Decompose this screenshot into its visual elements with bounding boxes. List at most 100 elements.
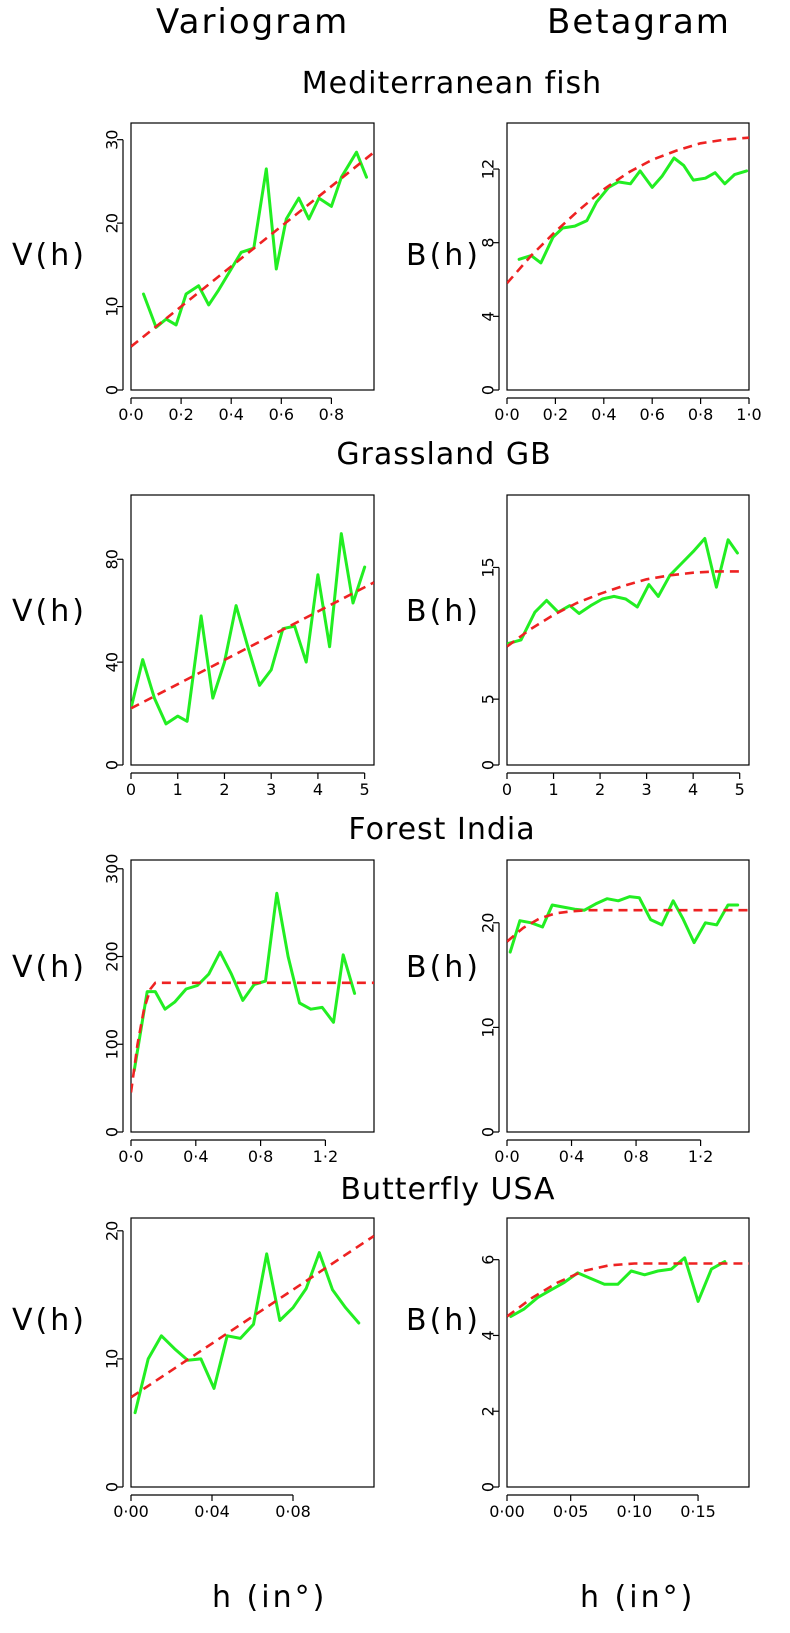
- ylabel-betagram-1: B(h): [406, 238, 482, 273]
- y-tick-label: 20: [103, 213, 122, 233]
- ylabel-betagram-4: B(h): [406, 1303, 482, 1338]
- y-tick-label: 12: [479, 159, 498, 179]
- y-tick-label: 8: [479, 238, 498, 248]
- chart-panel-5: 0·0 0·4 0·8 1·2 0 100 200 300: [103, 854, 375, 1166]
- model-fit-line: [131, 581, 374, 710]
- x-tick-label: 2: [595, 780, 605, 799]
- x-tick-label: 0·05: [553, 1502, 589, 1521]
- x-tick-label: 0·8: [623, 1147, 648, 1166]
- ylabel-betagram-2: B(h): [406, 594, 482, 629]
- y-tick-label: 20: [103, 1221, 122, 1241]
- x-tick-label: 0·4: [218, 405, 243, 424]
- y-tick-label: 5: [479, 694, 498, 704]
- x-tick-label: 5: [735, 780, 745, 799]
- x-tick-label: 0·4: [559, 1147, 584, 1166]
- row-title-mediterranean-fish: Mediterranean fish: [301, 66, 603, 101]
- model-fit-line: [507, 908, 749, 943]
- x-tick-label: 0·4: [591, 405, 616, 424]
- y-tick-label: 0: [103, 385, 122, 395]
- y-tick-label: 15: [479, 557, 498, 577]
- y-tick-label: 40: [103, 652, 122, 672]
- x-tick-label: 3: [642, 780, 652, 799]
- x-tick-label: 0·08: [275, 1502, 311, 1521]
- xlabel-variogram: h (in°): [212, 1580, 328, 1615]
- chart-panel-2: 0·0 0·2 0·4 0·6 0·8 1·0 0 4 8 12: [479, 122, 762, 424]
- column-header-variogram: Variogram: [156, 2, 350, 42]
- x-tick-label: 4: [313, 780, 323, 799]
- x-tick-label: 0·10: [617, 1502, 653, 1521]
- y-tick-label: 0: [103, 760, 122, 770]
- model-fit-line: [507, 1262, 749, 1318]
- chart-panel-7: 0·00 0·04 0·08 0 10 20: [103, 1217, 375, 1521]
- y-tick-label: 6: [479, 1255, 498, 1265]
- x-tick-label: 1·2: [688, 1147, 713, 1166]
- y-tick-label: 0: [103, 1482, 122, 1492]
- x-tick-label: 0·04: [194, 1502, 230, 1521]
- x-tick-label: 4: [688, 780, 698, 799]
- x-tick-label: 0·2: [168, 405, 193, 424]
- y-tick-label: 10: [103, 1349, 122, 1369]
- y-tick-label: 2: [479, 1406, 498, 1416]
- column-header-betagram: Betagram: [547, 2, 731, 42]
- plot-frame: [130, 494, 375, 766]
- y-tick-label: 0: [103, 1127, 122, 1137]
- ylabel-variogram-3: V(h): [12, 950, 87, 985]
- x-tick-label: 1·0: [736, 405, 761, 424]
- plot-frame: [506, 1217, 750, 1488]
- empirical-line: [517, 156, 749, 265]
- y-tick-label: 4: [479, 1330, 498, 1340]
- ylabel-variogram-2: V(h): [12, 594, 87, 629]
- empirical-line: [133, 1251, 361, 1415]
- empirical-line: [142, 150, 368, 329]
- y-tick-label: 0: [479, 1482, 498, 1492]
- x-tick-label: 1·2: [313, 1147, 338, 1166]
- y-tick-label: 20: [479, 913, 498, 933]
- y-tick-label: 200: [103, 941, 122, 972]
- x-tick-label: 0·00: [113, 1502, 149, 1521]
- y-tick-label: 10: [479, 1017, 498, 1037]
- model-fit-line: [507, 136, 749, 285]
- empirical-line: [131, 532, 367, 726]
- x-tick-label: 0·8: [248, 1147, 273, 1166]
- x-tick-label: 0·8: [688, 405, 713, 424]
- y-tick-label: 0: [479, 385, 498, 395]
- x-tick-label: 0·0: [118, 405, 143, 424]
- y-tick-label: 300: [103, 854, 122, 885]
- x-tick-label: 0·0: [494, 405, 519, 424]
- x-tick-label: 1: [548, 780, 558, 799]
- row-title-butterfly-usa: Butterfly USA: [340, 1172, 556, 1207]
- y-tick-label: 0: [479, 760, 498, 770]
- y-tick-label: 10: [103, 296, 122, 316]
- x-tick-label: 0: [502, 780, 512, 799]
- plot-frame: [130, 122, 375, 391]
- empirical-line: [509, 1256, 727, 1318]
- xlabel-betagram: h (in°): [580, 1580, 696, 1615]
- row-title-grassland-gb: Grassland GB: [336, 437, 552, 472]
- plot-frame: [506, 122, 750, 391]
- x-tick-label: 5: [360, 780, 370, 799]
- plot-frame: [130, 1217, 375, 1488]
- plot-frame: [130, 859, 375, 1133]
- chart-panel-6: 0·0 0·4 0·8 1·2 0 10 20: [479, 859, 750, 1166]
- y-tick-label: 4: [479, 311, 498, 321]
- model-fit-line: [131, 1234, 374, 1399]
- chart-panel-4: 0 1 2 3 4 5 0 5 15: [479, 494, 750, 799]
- empirical-line: [508, 895, 740, 954]
- x-tick-label: 0·0: [494, 1147, 519, 1166]
- x-tick-label: 0: [126, 780, 136, 799]
- empirical-line: [507, 537, 739, 646]
- x-tick-label: 0·15: [680, 1502, 716, 1521]
- ylabel-betagram-3: B(h): [406, 950, 482, 985]
- plot-frame: [506, 494, 750, 766]
- x-tick-label: 0·6: [269, 405, 294, 424]
- y-tick-label: 80: [103, 549, 122, 569]
- x-tick-label: 0·00: [489, 1502, 525, 1521]
- x-tick-label: 2: [219, 780, 229, 799]
- row-title-forest-india: Forest India: [348, 812, 536, 847]
- x-tick-label: 0·2: [543, 405, 568, 424]
- y-tick-label: 100: [103, 1029, 122, 1060]
- model-fit-line: [131, 981, 374, 1093]
- x-tick-label: 0·4: [183, 1147, 208, 1166]
- model-fit-line: [131, 151, 374, 348]
